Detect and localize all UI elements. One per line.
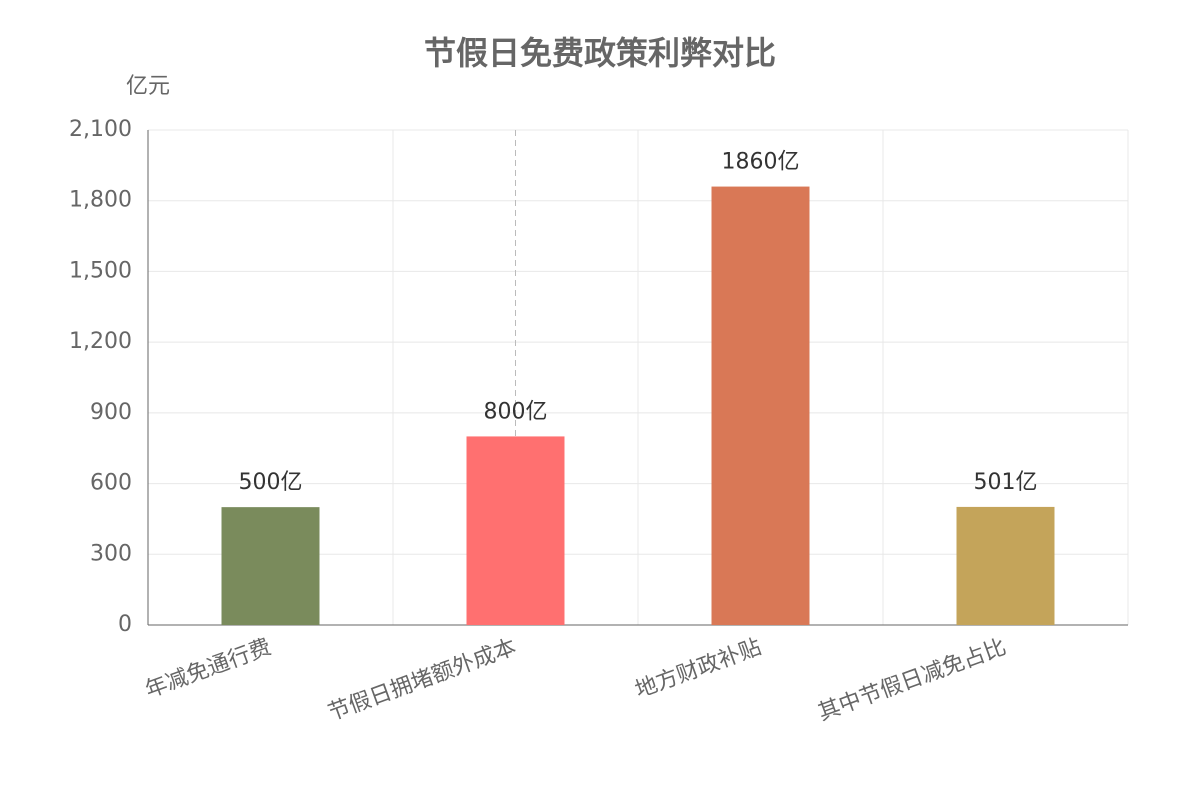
y-tick-label: 300 [90, 541, 132, 566]
y-tick-label: 0 [118, 612, 132, 637]
bar [711, 186, 810, 626]
chart-title: 节假日免费政策利弊对比 [424, 34, 776, 72]
value-label: 800亿 [484, 399, 548, 424]
bar [956, 506, 1055, 625]
value-label: 500亿 [239, 470, 303, 495]
x-tick-label: 地方财政补贴 [632, 635, 765, 704]
y-tick-label: 900 [90, 400, 132, 425]
y-tick-label: 1,800 [69, 188, 132, 213]
x-tick-label: 其中节假日减免占比 [815, 635, 1010, 726]
y-axis-label: 亿元 [126, 74, 170, 99]
bar [466, 436, 565, 625]
x-tick-label: 年减免通行费 [142, 635, 275, 704]
y-tick-label: 1,500 [69, 258, 132, 283]
y-tick-label: 600 [90, 471, 132, 496]
y-tick-label: 1,200 [69, 329, 132, 354]
y-tick-label: 2,100 [69, 117, 132, 142]
bar [221, 507, 320, 625]
value-label: 1860亿 [722, 150, 800, 175]
value-label: 501亿 [974, 470, 1038, 495]
x-tick-label: 节假日拥堵额外成本 [325, 635, 520, 726]
